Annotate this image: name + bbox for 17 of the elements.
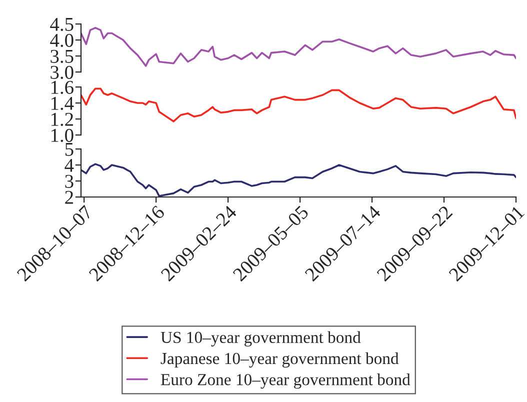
y-tick-label: 1.6: [51, 80, 74, 94]
y-tick-label: 1.2: [51, 112, 73, 126]
y-tick-label: 3.5: [50, 50, 74, 64]
y-tick-label: 1.4: [51, 96, 74, 110]
y-tick-label: 5: [65, 143, 74, 156]
y-tick-label: 4.0: [50, 34, 74, 48]
y-tick-label: 1.0: [51, 128, 74, 142]
y-tick-label: 4: [64, 158, 74, 172]
line-series: [81, 26, 516, 67]
legend-label: Japanese 10–year government bond: [160, 352, 399, 368]
legend-label: US 10–year government bond: [160, 331, 361, 346]
y-tick-label: 2: [65, 190, 73, 204]
legend-label: Euro Zone 10–year government bond: [160, 374, 410, 389]
y-tick-label: 3: [65, 174, 74, 188]
y-tick-label: 4.5: [50, 18, 74, 32]
y-tick-label: 3.0: [50, 66, 74, 80]
line-series: [81, 88, 516, 122]
